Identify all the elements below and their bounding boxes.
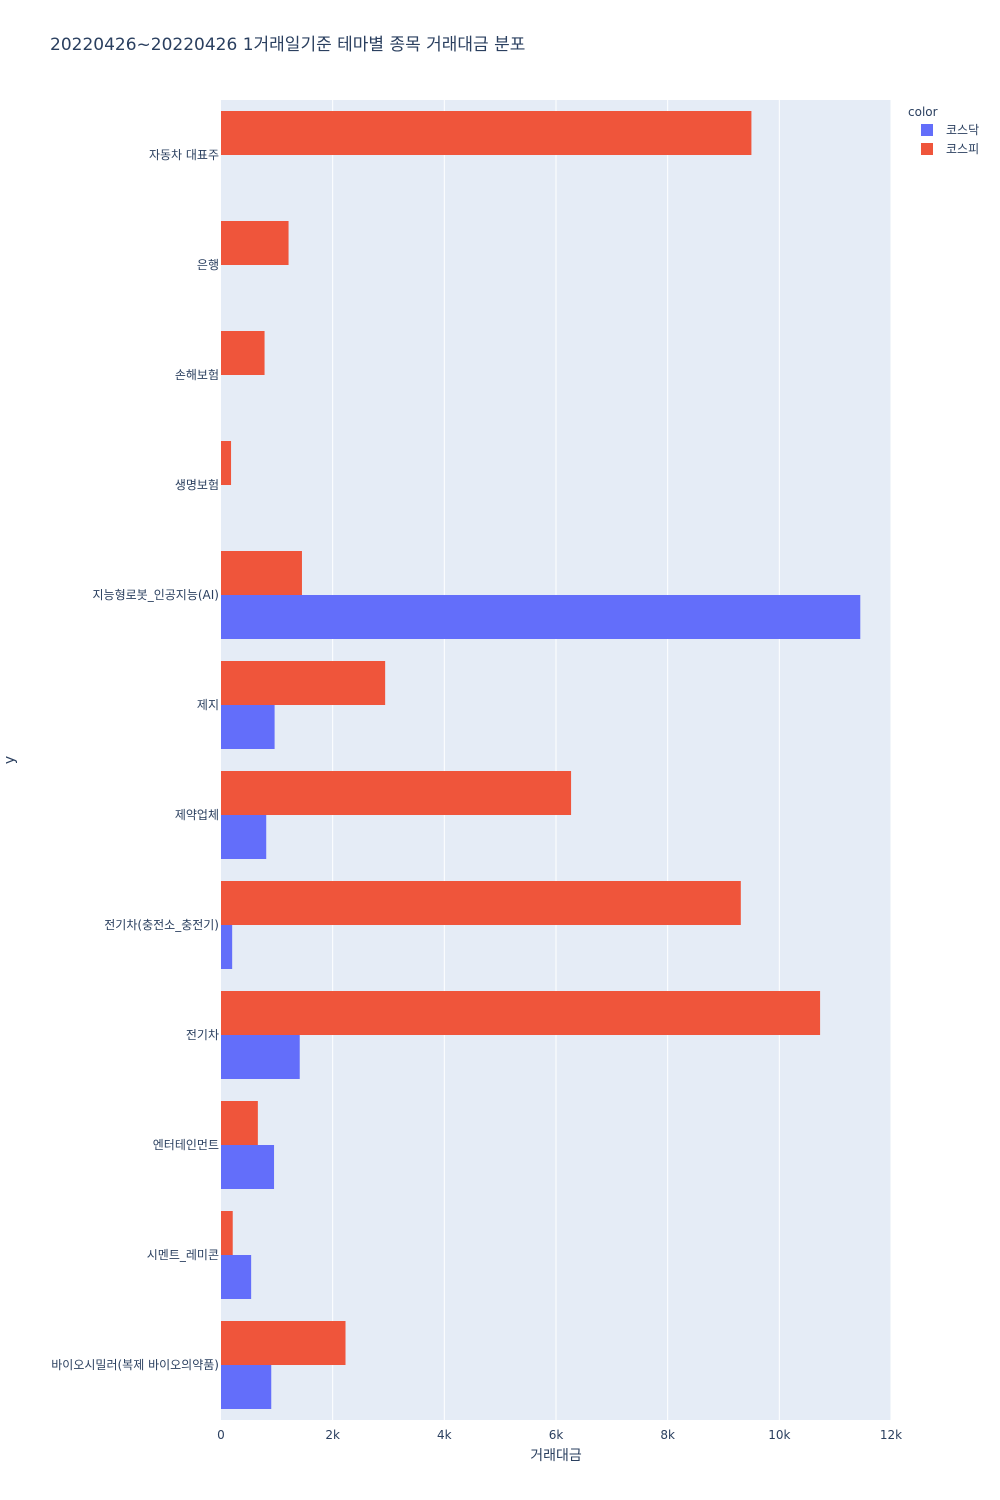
- y-tick-label: 시멘트_레미콘: [147, 1248, 219, 1262]
- y-tick-label: 엔터테인먼트: [153, 1138, 219, 1152]
- legend-item-label: 코스닥: [946, 123, 979, 137]
- x-tick-label: 10k: [768, 1428, 790, 1442]
- x-tick-label: 12k: [880, 1428, 902, 1442]
- y-tick-label: 전기차: [186, 1028, 219, 1042]
- y-tick-label: 제약업체: [175, 807, 219, 822]
- x-tick-label: 8k: [660, 1428, 675, 1442]
- bars: [221, 111, 861, 1409]
- bar-kospi: [221, 551, 302, 595]
- x-tick-label: 6k: [549, 1428, 564, 1442]
- bar-kospi: [221, 881, 741, 925]
- bar-kospi: [221, 991, 821, 1035]
- x-tick-label: 4k: [437, 1428, 452, 1442]
- y-tick-label: 지능형로봇_인공지능(AI): [93, 588, 219, 602]
- y-axis-title: y: [2, 756, 18, 764]
- bar-kosdaq: [221, 1035, 300, 1079]
- bar-kospi: [221, 111, 752, 155]
- x-tick-label: 0: [217, 1428, 225, 1442]
- bar-kosdaq: [221, 925, 233, 969]
- y-tick-label: 은행: [197, 257, 219, 272]
- bar-kospi: [221, 771, 572, 815]
- chart-title: 20220426~20220426 1거래일기준 테마별 종목 거래대금 분포: [50, 35, 525, 55]
- bar-kosdaq: [221, 595, 861, 639]
- y-tick-label: 제지: [197, 698, 219, 712]
- bar-kosdaq: [221, 815, 267, 859]
- x-axis-title: 거래대금: [530, 1448, 582, 1464]
- bar-kospi: [221, 441, 232, 485]
- bar-kospi: [221, 1101, 258, 1145]
- y-tick-label: 전기차(충전소_충전기): [104, 918, 219, 932]
- bar-kosdaq: [221, 1255, 252, 1299]
- bar-kospi: [221, 1211, 233, 1255]
- bar-kosdaq: [221, 1145, 275, 1189]
- legend-swatch: [921, 124, 933, 136]
- gridlines: [332, 100, 892, 1420]
- legend-swatch: [921, 143, 933, 155]
- y-tick-label: 바이오시밀러(복제 바이오의약품): [51, 1357, 219, 1372]
- bar-kospi: [221, 221, 289, 265]
- x-tick-label: 2k: [325, 1428, 340, 1442]
- bar-kosdaq: [221, 1365, 272, 1409]
- bar-kospi: [221, 331, 265, 375]
- bar-kospi: [221, 661, 386, 705]
- y-tick-label: 생명보험: [175, 478, 219, 492]
- legend-item-label: 코스피: [946, 142, 979, 156]
- y-tick-label: 손해보험: [175, 368, 219, 382]
- bar-kospi: [221, 1321, 346, 1365]
- bar-kosdaq: [221, 705, 275, 749]
- y-tick-label: 자동차 대표주: [149, 148, 219, 162]
- x-axis-ticks: 0 2k 4k 6k 8k 10k 12k: [217, 1428, 902, 1442]
- legend-title: color: [908, 105, 938, 119]
